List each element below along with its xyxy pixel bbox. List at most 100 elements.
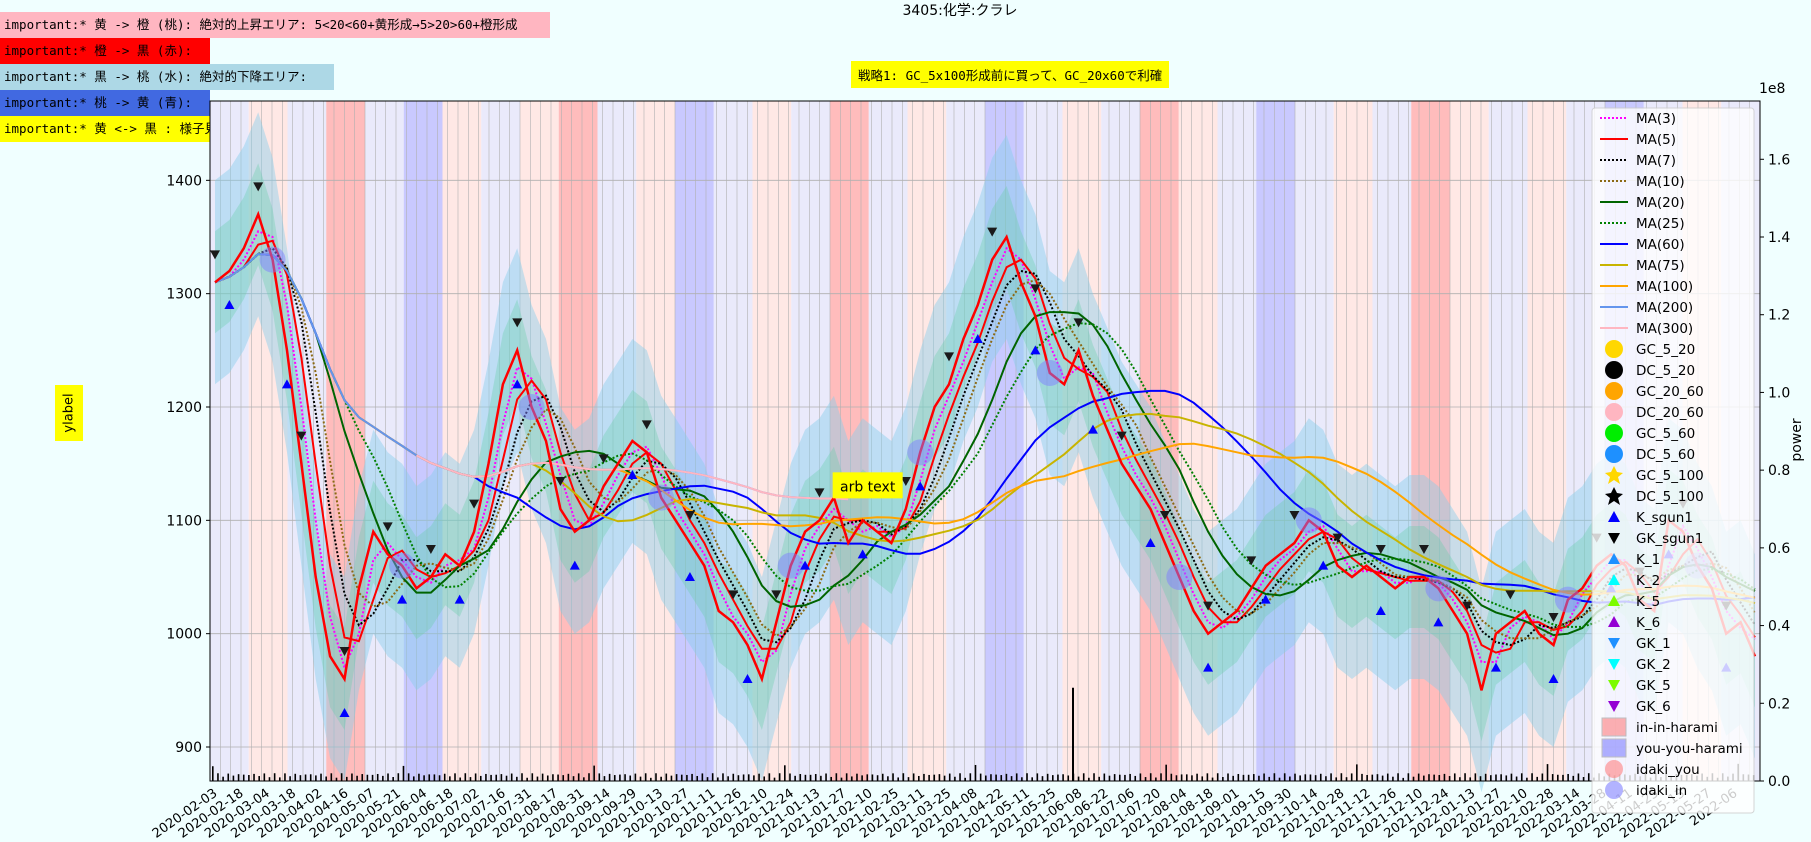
band-27 [1256,101,1295,781]
marker-k-sgun1 [800,560,811,570]
volume-bar [1015,773,1018,781]
legend-label: DC_5_100 [1636,489,1704,505]
legend-label: MA(200) [1636,300,1693,316]
volume-bar [1278,777,1281,781]
volume-bar [423,775,425,781]
volume-bar [794,775,796,781]
volume-bar [366,774,369,781]
volume-bar [309,774,312,781]
marker-gk-sgun1 [469,499,480,509]
ma-line-MA(25) [243,252,1756,628]
legend-swatch [1605,340,1623,358]
volume-bar [814,774,817,781]
y2tick-label-0.8: 0.8 [1768,463,1790,479]
marker-gk-sgun1 [684,511,695,520]
marker-k-sgun1 [1318,560,1329,570]
volume-bar [1582,777,1585,781]
volume-bar [680,774,683,781]
volume-bar [1330,773,1332,781]
volume-bar [933,774,936,781]
volume-bar [1289,776,1291,781]
legend-item-idaki_you: idaki_you [1605,760,1700,778]
marker-gk-sgun1 [555,477,566,486]
volume-bar [387,773,389,781]
volume-bar [1469,777,1472,781]
legend-item-DC_5_60: DC_5_60 [1605,445,1695,463]
volume-bar [1237,773,1240,781]
band-25 [1178,101,1218,781]
ytick-label-900: 900 [175,740,202,756]
legend-item-MA(10): MA(10) [1600,174,1685,190]
volume-bar [1175,775,1178,781]
marker-k-sgun1 [1375,606,1386,615]
marker-gk-sgun1 [382,522,393,532]
volume-bar [1196,773,1198,781]
marker-gk-sgun1 [771,590,782,600]
volume-bar [1160,773,1162,781]
marker-gk-sgun1 [1505,590,1516,600]
legend-label: in-in-harami [1636,720,1718,736]
volume-bar [536,776,539,781]
volume-bar [546,775,549,781]
volume-bar [1010,776,1013,781]
marker-gk-sgun1 [1030,284,1041,294]
legend-label: MA(25) [1636,216,1685,232]
volume-bar [835,773,838,781]
legend-label: DC_5_20 [1636,363,1695,379]
volume-bar [1005,773,1008,781]
volume-bar [871,774,874,781]
volume-bar [1113,774,1116,781]
band-5 [403,101,443,781]
legend-label: K_1 [1636,552,1660,568]
volume-bar [212,766,214,781]
volume-bar [345,776,348,781]
band-8 [520,101,559,781]
legend-label: DC_20_60 [1636,405,1704,421]
volume-bar [325,776,327,781]
volume-bar [1407,773,1410,781]
y2tick-label-0: 0.0 [1768,774,1790,790]
marker-idaki-in [259,246,286,273]
volume-bar [474,773,477,781]
volume-bar [1139,773,1142,781]
volume-bar [1371,774,1374,781]
volume-bar [1103,773,1106,781]
volume-bar [912,773,915,781]
marker-k-sgun1 [857,549,868,559]
chart-title: 3405:化学:クラレ [902,3,1018,19]
volume-bar [516,776,518,781]
volume-bar [629,775,632,781]
legend-label: GK_6 [1636,699,1671,715]
volume-bar [1356,764,1358,781]
legend-swatch [1605,361,1623,379]
marker-gk-sgun1 [944,352,955,362]
ma-line-MA(7) [214,247,1756,647]
marker-k-sgun1 [1030,345,1041,355]
volume-bar [1026,773,1028,781]
volume-bar [1093,773,1095,781]
marker-idaki-in [648,484,675,511]
volume-bar [418,773,420,781]
volume-bar [1165,764,1167,781]
marker-idaki-in [389,552,416,579]
volume-bar [1551,774,1554,781]
legend-item-idaki_in: idaki_in [1605,781,1687,799]
volume-bar [1227,773,1229,781]
volume-bar [887,776,889,781]
marker-gk-sgun1 [1159,511,1170,520]
volume-bar [289,776,291,781]
legend-item-MA(200): MA(200) [1600,300,1693,316]
volume-bar [1144,777,1147,781]
volume-bar [670,775,673,781]
marker-k-sgun1 [742,674,753,683]
legend-label: GK_5 [1636,678,1671,694]
volume-bar [1448,776,1451,781]
volume-bar [1314,775,1317,781]
volume-bar [449,776,451,781]
legend-item-K_6: K_6 [1608,615,1660,631]
volume-bar [232,775,235,781]
price-line [214,210,1757,691]
volume-bar [902,773,905,781]
volume-bar [696,775,699,781]
